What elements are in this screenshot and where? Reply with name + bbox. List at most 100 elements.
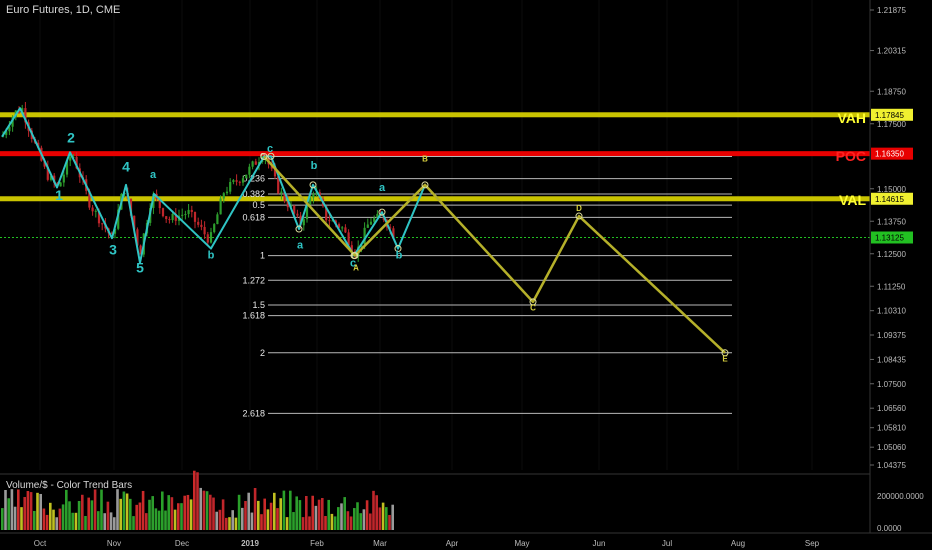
wave-label: a <box>297 239 304 251</box>
volume-bar <box>177 503 180 530</box>
candle-body <box>232 180 235 182</box>
date-tick-label: Sep <box>805 539 820 548</box>
volume-bar <box>391 504 394 530</box>
volume-bar <box>215 511 218 530</box>
volume-bar <box>276 508 279 530</box>
price-tick-label: 1.10310 <box>877 307 906 316</box>
candle-body <box>392 228 395 239</box>
volume-bar <box>87 497 90 530</box>
candle-body <box>62 174 65 183</box>
volume-bar <box>231 510 234 530</box>
wave-labels: 2 1 4 3 5 a b c b a c a b A B C D E <box>55 130 728 364</box>
volume-bar <box>330 513 334 530</box>
candle-body <box>389 227 392 229</box>
candle-body <box>187 209 190 215</box>
candle-body <box>245 174 248 179</box>
wave-label: D <box>576 204 582 213</box>
volume-bar <box>189 499 193 530</box>
candle-body <box>369 221 373 225</box>
wave-label: A <box>353 264 359 273</box>
candle-body <box>219 198 222 215</box>
volume-bar <box>90 500 94 530</box>
volume-bar <box>23 497 26 530</box>
candle-body <box>248 166 251 175</box>
volume-bar <box>77 500 81 530</box>
volume-bar <box>186 494 190 530</box>
volume-bar <box>161 491 164 530</box>
fib-level-label: 0.236 <box>242 174 265 184</box>
volume-bar <box>157 510 161 530</box>
candle-body <box>59 182 62 187</box>
volume-bar <box>68 501 71 530</box>
volume-indicator-title: Volume/$ - Color Trend Bars <box>6 480 133 491</box>
volume-bar <box>257 500 260 530</box>
volume-bar <box>308 516 311 530</box>
candle-body <box>283 191 286 202</box>
candle-body <box>69 157 72 161</box>
wave-pivot-marker <box>309 181 317 189</box>
candle-body <box>337 224 341 228</box>
wave-pivot-marker <box>575 212 583 220</box>
candle-body <box>21 108 24 113</box>
fib-level-label: 0.5 <box>252 200 265 210</box>
volume-bar <box>167 495 170 530</box>
volume-bar <box>193 470 196 530</box>
volume-bar <box>13 506 17 530</box>
fib-level-label: 2.618 <box>242 408 265 418</box>
volume-bar <box>145 513 148 530</box>
volume-bar <box>305 496 308 530</box>
wave-pivot-marker <box>378 208 386 216</box>
volume-bar <box>273 492 276 530</box>
candle-body <box>286 201 289 208</box>
candle-body <box>347 232 350 246</box>
candle-body <box>136 229 139 246</box>
elliott-wave-path <box>1 107 426 264</box>
candle-body <box>197 221 200 225</box>
volume-bar <box>333 516 337 530</box>
candle-body <box>299 215 302 226</box>
price-tick-label: 1.05810 <box>877 424 906 433</box>
volume-bar <box>292 512 295 530</box>
volume-bar <box>282 490 286 530</box>
volume-bar <box>138 502 142 530</box>
volume-bar <box>205 491 209 530</box>
candle-body <box>296 213 299 216</box>
price-tick-label: 1.08435 <box>877 355 906 364</box>
volume-bar <box>324 515 327 530</box>
candle-body <box>101 223 104 225</box>
volume-bar <box>343 497 346 530</box>
candle-body <box>363 227 366 245</box>
level-name-poc: POC <box>836 148 866 164</box>
candle-body <box>373 217 376 222</box>
candle-body <box>161 208 165 217</box>
volume-bar <box>71 512 74 530</box>
wave-label: B <box>422 155 428 164</box>
chart-title: Euro Futures, 1D, CME <box>6 4 121 16</box>
price-axis[interactable]: 1.21875 1.20315 1.18750 1.17500 1.15000 1.137… <box>869 0 906 533</box>
volume-bar <box>20 507 23 530</box>
volume-bar <box>209 494 212 530</box>
volume-bar <box>119 498 122 530</box>
price-tick-label: 1.04375 <box>877 461 906 470</box>
price-tick-label: 1.09375 <box>877 331 906 340</box>
key-levels <box>0 112 870 238</box>
volume-bar <box>317 499 321 530</box>
price-badge <box>871 192 913 205</box>
wave-label: 4 <box>122 158 130 174</box>
volume-bar <box>237 494 241 530</box>
volume-bar <box>180 503 183 530</box>
volume-bar <box>36 492 39 530</box>
volume-bar <box>125 493 129 530</box>
candle-body <box>341 227 344 229</box>
candle-body <box>309 197 312 205</box>
price-badge-text: 1.17845 <box>875 111 904 120</box>
volume-bar <box>388 514 391 530</box>
volume-bar <box>340 503 343 530</box>
candle-body <box>181 214 184 216</box>
volume-bar <box>221 499 225 530</box>
time-axis[interactable]: Oct Nov Dec 2019 Feb Mar Apr May Jun Jul Aug Sep <box>0 532 932 550</box>
fib-level-label: 1 <box>260 251 265 261</box>
volume-bar <box>170 497 174 530</box>
candle-body <box>222 193 225 199</box>
